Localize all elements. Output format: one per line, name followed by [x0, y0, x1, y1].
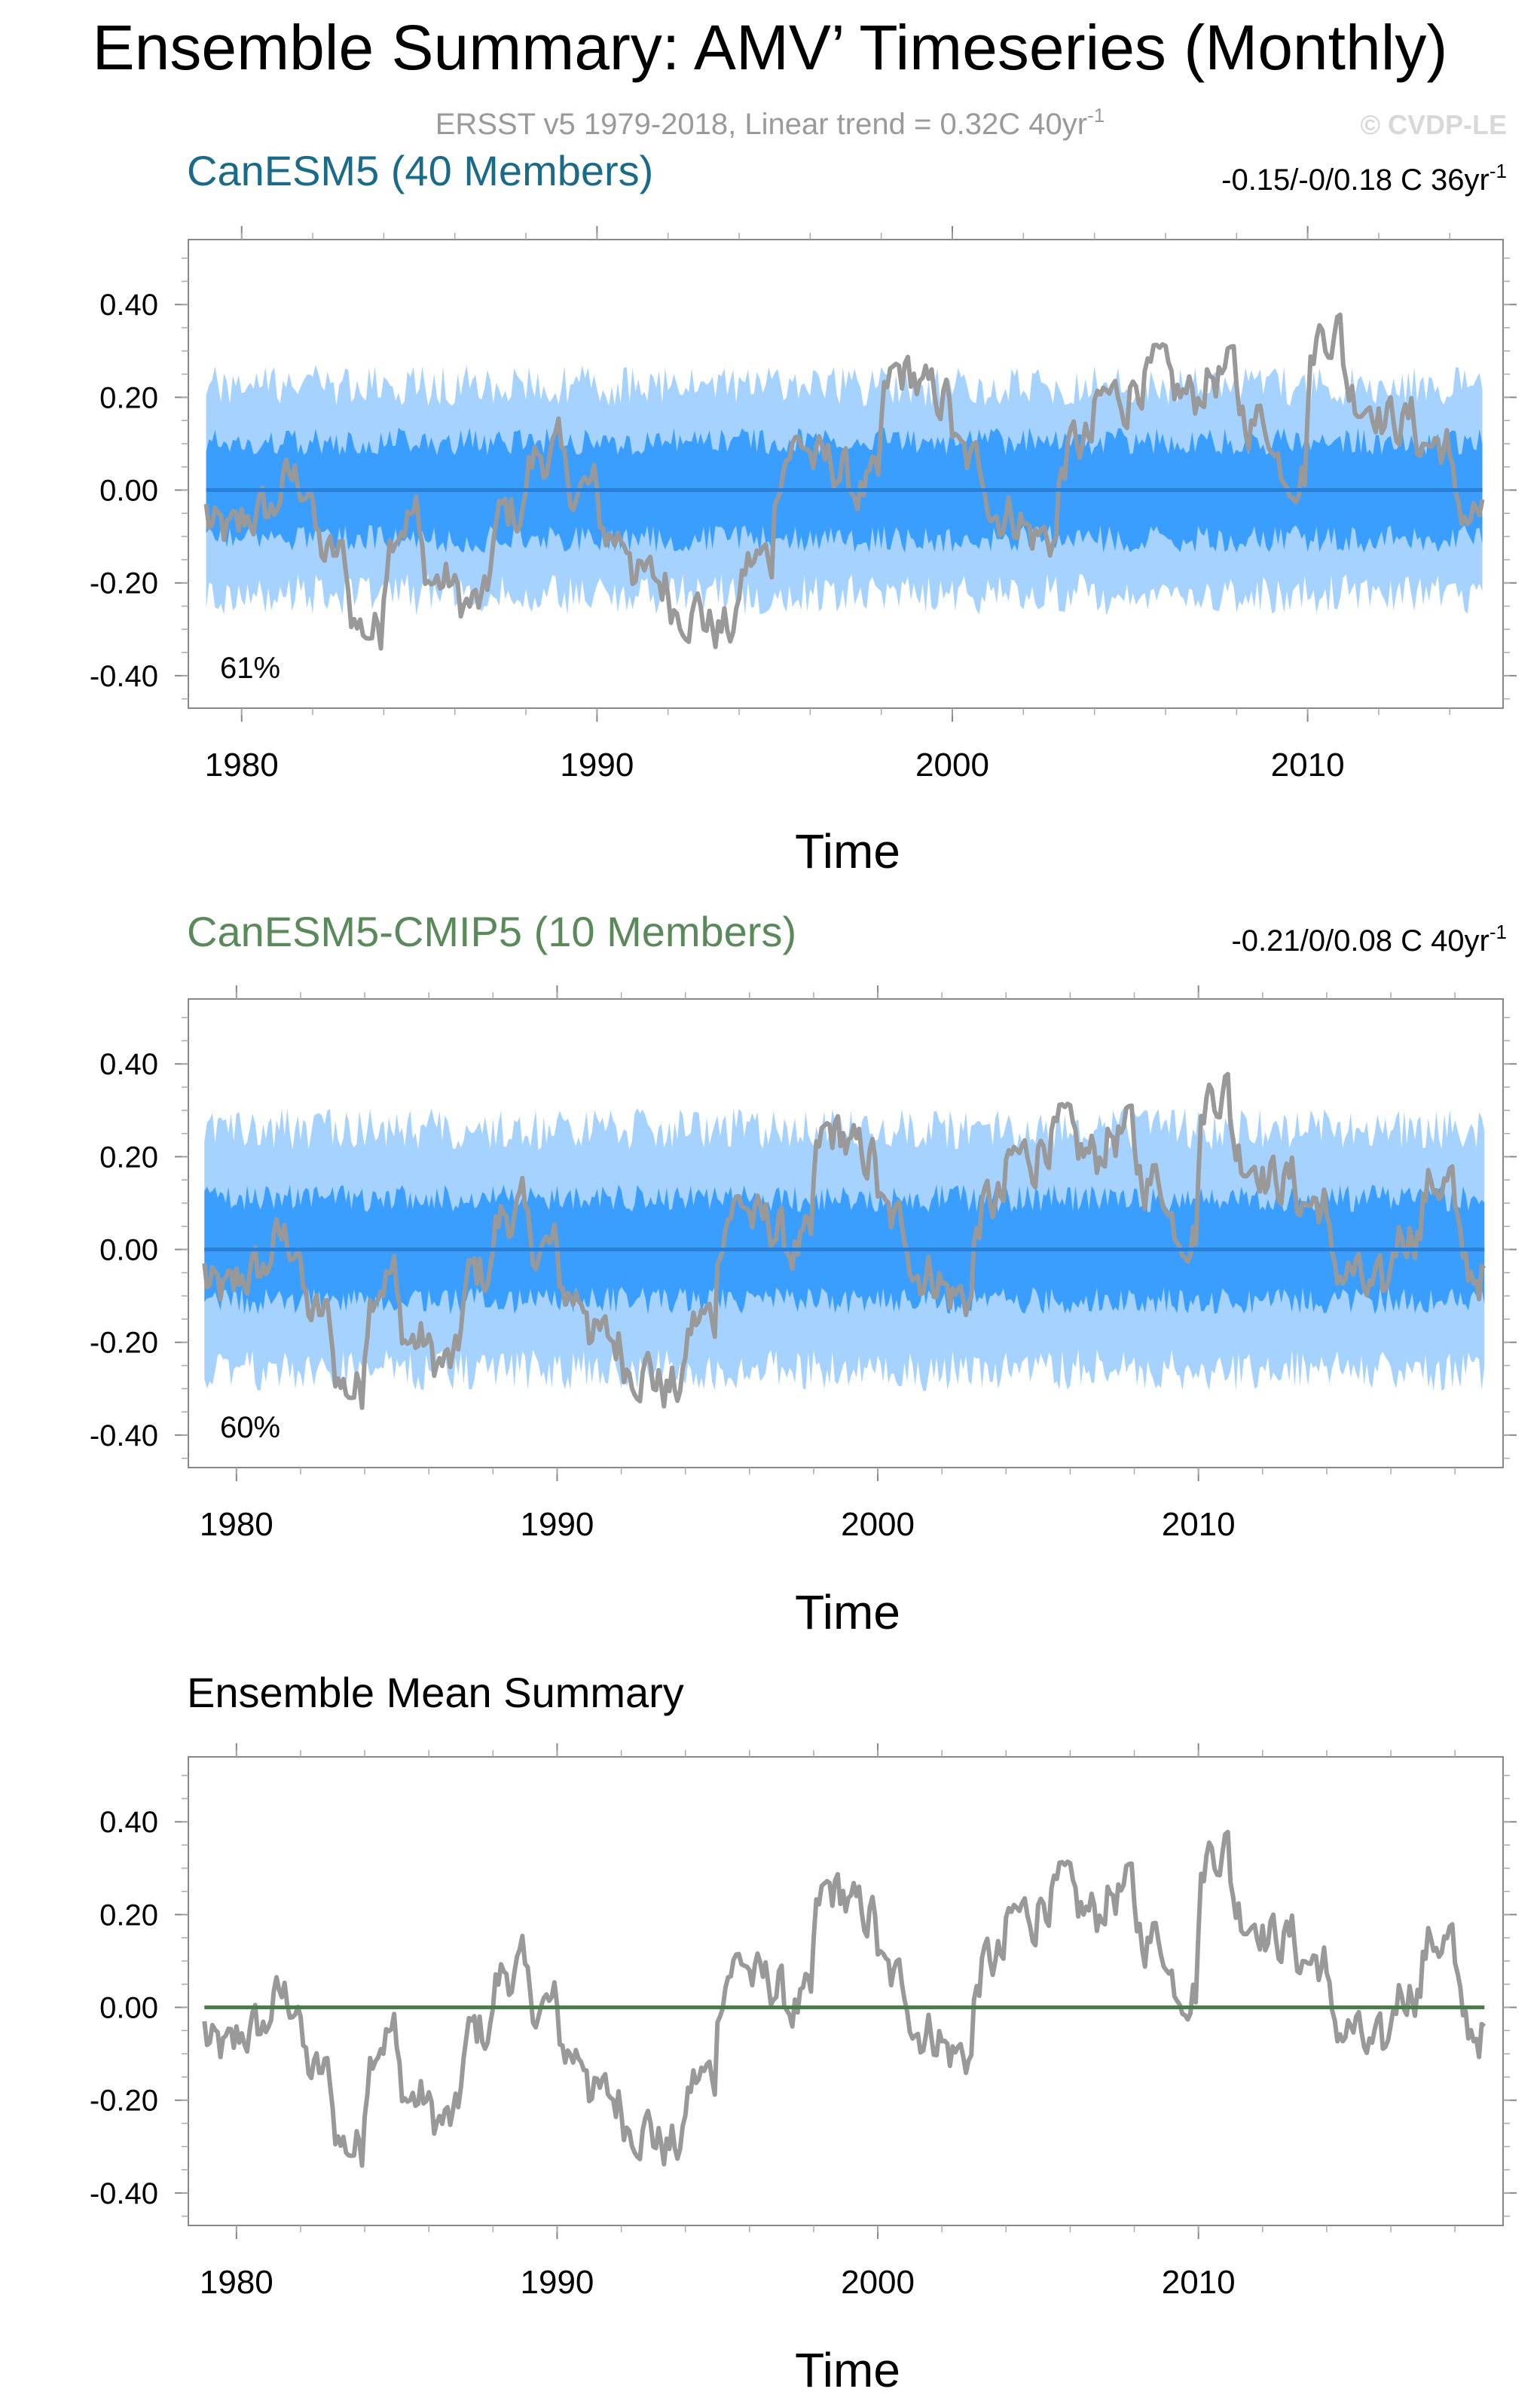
- x-tick-label: 2000: [841, 2264, 915, 2301]
- observed-series-line: [203, 312, 1485, 651]
- x-tick-label: 1990: [560, 747, 634, 784]
- panel-title: CanESM5 (40 Members): [187, 147, 653, 194]
- trend-label: -0.15/-0/0.18 C 36yr-1: [1221, 160, 1507, 197]
- plot-area: 0.40 0.20 0.00 -0.20 -0.40 1980 1990 2000 2010: [90, 985, 1517, 1543]
- subtitle-text: ERSST v5 1979-2018, Linear trend = 0.32C…: [435, 108, 1087, 141]
- panel-title: CanESM5-CMIP5 (10 Members): [187, 908, 796, 955]
- x-tick-label: 1980: [200, 2264, 273, 2301]
- y-tick-label: 0.20: [99, 1141, 158, 1174]
- x-tick-label: 2010: [1162, 2264, 1236, 2301]
- y-tick-label: 0.00: [99, 1992, 158, 2025]
- trend-exponent: -1: [1490, 921, 1507, 943]
- x-tick-label: 1990: [521, 1506, 594, 1543]
- y-tick-label: -0.20: [90, 567, 158, 600]
- x-tick-label: 1980: [200, 1506, 273, 1543]
- y-tick-label: -0.40: [90, 660, 158, 693]
- trend-text: -0.15/-0/0.18 C 36yr: [1221, 163, 1490, 197]
- trend-label: -0.21/0/0.08 C 40yr-1: [1231, 921, 1507, 958]
- y-tick-label: -0.20: [90, 2085, 158, 2118]
- plot-frame: [188, 1756, 1504, 2226]
- percent-label: 60%: [220, 1411, 280, 1444]
- percent-label: 61%: [220, 652, 280, 685]
- trend-text: -0.21/0/0.08 C 40yr: [1231, 924, 1489, 958]
- y-tick-label: 0.40: [99, 289, 158, 322]
- y-tick-label: 0.40: [99, 1806, 158, 1839]
- x-tick-label: 1990: [521, 2264, 594, 2301]
- y-tick-label: -0.20: [90, 1327, 158, 1360]
- y-tick-label: 0.00: [99, 1234, 158, 1267]
- observed-series-line: [202, 1071, 1487, 1410]
- x-tick-label: 2010: [1271, 747, 1345, 784]
- observed-series-line: [202, 1829, 1487, 2168]
- x-tick-label: 2000: [915, 747, 989, 784]
- x-tick-label: 2010: [1162, 1506, 1236, 1543]
- x-axis-title: Time: [795, 2343, 900, 2397]
- plot-area: 0.40 0.20 0.00 -0.20 -0.40 1980 1990 2000 2010: [90, 226, 1517, 784]
- panel-canesm5-cmip5: CanESM5-CMIP5 (10 Members) -0.21/0/0.08 …: [90, 908, 1517, 1639]
- x-axis-title: Time: [795, 1585, 900, 1639]
- y-tick-label: -0.40: [90, 1419, 158, 1453]
- y-tick-label: 0.00: [99, 475, 158, 508]
- figure-title: Ensemble Summary: AMV’ Timeseries (Month…: [93, 12, 1448, 83]
- figure-subtitle: ERSST v5 1979-2018, Linear trend = 0.32C…: [435, 104, 1105, 141]
- panel-ensemble-mean-summary: Ensemble Mean Summary 0.40 0.20 0.00 -0.20 -…: [90, 1669, 1517, 2397]
- x-tick-label: 2000: [841, 1506, 915, 1543]
- y-tick-label: 0.40: [99, 1048, 158, 1081]
- panel-title: Ensemble Mean Summary: [187, 1669, 684, 1716]
- trend-exponent: -1: [1490, 160, 1507, 182]
- y-tick-label: 0.20: [99, 1899, 158, 1932]
- y-tick-label: -0.40: [90, 2177, 158, 2210]
- x-tick-label: 1980: [205, 747, 279, 784]
- plot-area: 0.40 0.20 0.00 -0.20 -0.40 1980 1990 2000 2010: [90, 1743, 1517, 2301]
- subtitle-exponent: -1: [1087, 104, 1105, 127]
- x-axis-title: Time: [795, 824, 900, 878]
- panel-canesm5: CanESM5 (40 Members) -0.15/-0/0.18 C 36y…: [90, 147, 1517, 878]
- watermark-text: © CVDP-LE: [1360, 109, 1507, 140]
- y-tick-label: 0.20: [99, 381, 158, 414]
